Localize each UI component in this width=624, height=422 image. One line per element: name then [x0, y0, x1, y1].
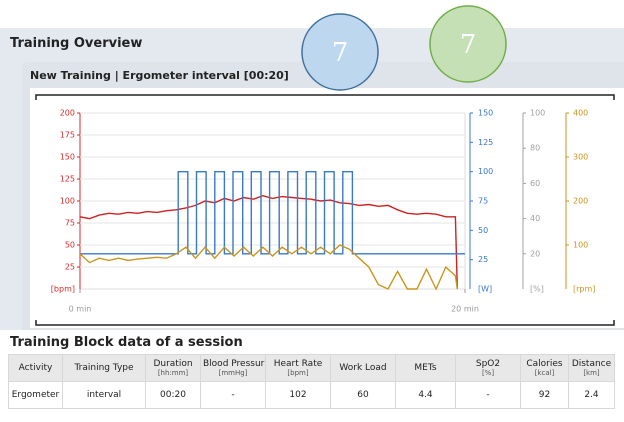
y-tick-label: 60 — [530, 179, 540, 188]
header-unit: [bpm] — [287, 369, 309, 377]
series-line — [79, 194, 458, 290]
header-cell: Calories [kcal] — [520, 354, 569, 382]
y-tick-label: 75 — [478, 197, 488, 206]
axis-unit-label: [rpm] — [573, 285, 595, 294]
data-cell: interval — [62, 381, 146, 409]
series-line — [79, 244, 458, 291]
header-unit: [km] — [583, 369, 600, 377]
y-tick-label: 75 — [65, 219, 75, 228]
header-unit: [mmHg] — [218, 369, 248, 377]
header-label: Calories — [526, 359, 563, 369]
y-tick-label: 200 — [573, 197, 588, 206]
y-tick-label: 50 — [65, 241, 75, 250]
header-cell: SpO2 [%] — [455, 354, 521, 382]
data-cell: 92 — [520, 381, 569, 409]
header-label: Work Load — [339, 363, 387, 373]
y-tick-label: 100 — [573, 241, 588, 250]
table-title: Training Block data of a session — [10, 335, 243, 350]
axis-unit-label: [W] — [478, 285, 492, 294]
series-line — [80, 171, 465, 255]
data-cell: 2.4 — [568, 381, 615, 409]
badge-number: 7 — [332, 38, 349, 68]
header-unit: [hh:mm] — [157, 369, 189, 377]
header-cell: Activity — [8, 354, 63, 382]
data-cell: 60 — [330, 381, 396, 409]
header-label: SpO2 — [475, 359, 501, 369]
y-tick-label: 40 — [530, 214, 540, 223]
header-unit: [kcal] — [534, 369, 555, 377]
y-tick-label: 125 — [478, 138, 493, 147]
y-tick-label: 150 — [478, 109, 493, 118]
header-label: Activity — [18, 363, 53, 373]
header-label: Blood Pressur — [203, 359, 265, 369]
axis-unit-label: [%] — [530, 285, 544, 294]
y-tick-label: 150 — [60, 153, 75, 162]
header-cell: Heart Rate [bpm] — [265, 354, 331, 382]
header-cell: Work Load — [330, 354, 396, 382]
header-label: Duration — [153, 359, 193, 369]
y-tick-label: 50 — [478, 226, 488, 235]
y-tick-label: 175 — [60, 131, 75, 140]
header-cell: Training Type — [62, 354, 146, 382]
x-tick-label: 0 min — [69, 305, 92, 314]
y-tick-label: 20 — [530, 249, 540, 258]
y-tick-label: 200 — [60, 109, 75, 118]
header-cell: METs — [395, 354, 456, 382]
data-cell: 102 — [265, 381, 331, 409]
header-label: Heart Rate — [273, 359, 323, 369]
y-tick-label: 100 — [530, 109, 545, 118]
page-title: Training Overview — [10, 36, 143, 51]
y-tick-label: 25 — [65, 263, 75, 272]
data-cell: Ergometer — [8, 381, 63, 409]
y-tick-label: 25 — [478, 255, 488, 264]
data-cell: - — [200, 381, 266, 409]
header-label: METs — [414, 363, 437, 373]
y-tick-label: 300 — [573, 153, 588, 162]
axis-unit-label: [bpm] — [51, 285, 75, 294]
data-cell: 4.4 — [395, 381, 456, 409]
header-cell: Duration [hh:mm] — [145, 354, 201, 382]
chart: 25 50 75 100 125 150 175 200 [bpm] 25 50 75 100 125 15… — [35, 5, 615, 326]
header-row: Activity Training Type Duration [hh:mm] Bloo… — [8, 354, 615, 382]
badge-number: 7 — [460, 30, 477, 60]
panel-title: New Training | Ergometer interval [00:20… — [30, 69, 289, 82]
header-label: Distance — [571, 359, 612, 369]
header-cell: Distance [km] — [568, 354, 615, 382]
header-cell: Blood Pressur [mmHg] — [200, 354, 266, 382]
x-tick-label: 20 min — [451, 305, 479, 314]
y-tick-label: 80 — [530, 144, 540, 153]
y-tick-label: 125 — [60, 175, 75, 184]
badge — [429, 5, 507, 83]
data-row: Ergometer interval 00:20-102 60 4.4-92 2.4 — [8, 381, 615, 409]
data-cell: - — [455, 381, 521, 409]
y-tick-label: 100 — [478, 167, 493, 176]
badge — [301, 13, 379, 91]
header-unit: [%] — [481, 369, 495, 377]
header-label: Training Type — [74, 363, 134, 373]
session-table: Activity Training Type Duration [hh:mm] Bloo… — [8, 354, 615, 409]
y-tick-label: 400 — [573, 109, 588, 118]
frame-bracket — [35, 94, 615, 326]
y-tick-label: 100 — [60, 197, 75, 206]
data-cell: 00:20 — [145, 381, 201, 409]
